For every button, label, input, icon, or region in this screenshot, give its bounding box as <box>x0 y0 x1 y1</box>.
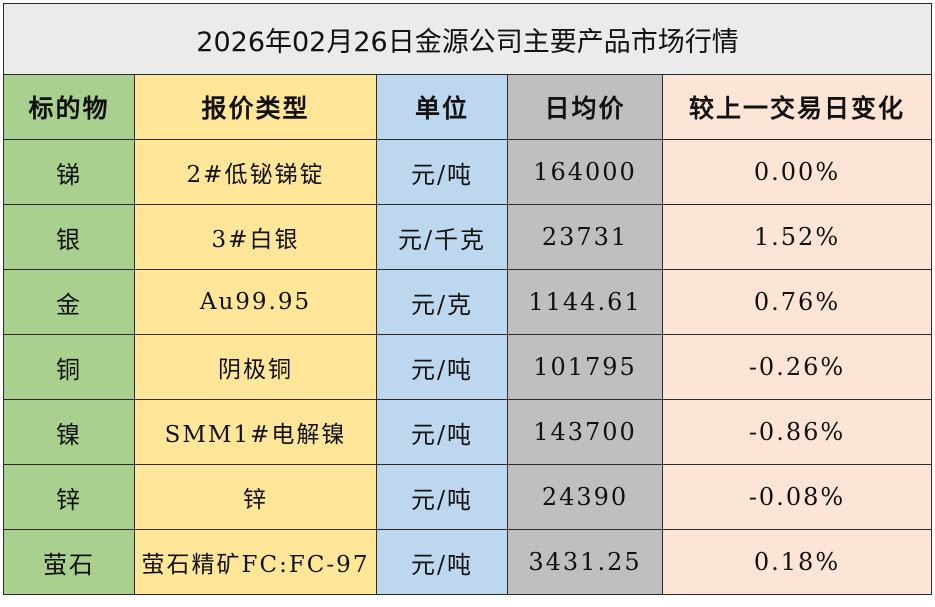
table-row: 锑 2#低铋锑锭 元/吨 164000 0.00% <box>3 139 932 205</box>
table-title: 2026年02月26日金源公司主要产品市场行情 <box>3 3 932 75</box>
cell-price: 164000 <box>507 139 663 205</box>
cell-type: 锌 <box>134 464 377 530</box>
cell-type: 萤石精矿FC:FC-97 <box>134 529 377 595</box>
cell-change: 1.52% <box>662 204 932 270</box>
market-quote-table: 2026年02月26日金源公司主要产品市场行情 标的物 报价类型 单位 日均价 … <box>3 3 932 595</box>
cell-price: 3431.25 <box>507 529 663 595</box>
cell-change: 0.76% <box>662 269 932 335</box>
cell-item: 金 <box>3 269 135 335</box>
cell-change: -0.08% <box>662 464 932 530</box>
cell-unit: 元/克 <box>376 269 508 335</box>
cell-unit: 元/吨 <box>376 464 508 530</box>
cell-unit: 元/吨 <box>376 334 508 400</box>
cell-item: 萤石 <box>3 529 135 595</box>
cell-type: 阴极铜 <box>134 334 377 400</box>
table-row: 镍 SMM1#电解镍 元/吨 143700 -0.86% <box>3 399 932 465</box>
table-row: 铜 阴极铜 元/吨 101795 -0.26% <box>3 334 932 400</box>
header-type: 报价类型 <box>134 74 377 140</box>
cell-item: 锌 <box>3 464 135 530</box>
cell-price: 143700 <box>507 399 663 465</box>
cell-type: 3#白银 <box>134 204 377 270</box>
header-row: 标的物 报价类型 单位 日均价 较上一交易日变化 <box>3 74 932 140</box>
header-price: 日均价 <box>507 74 663 140</box>
cell-price: 101795 <box>507 334 663 400</box>
cell-unit: 元/吨 <box>376 399 508 465</box>
cell-item: 锑 <box>3 139 135 205</box>
header-change: 较上一交易日变化 <box>662 74 932 140</box>
cell-price: 24390 <box>507 464 663 530</box>
cell-type: 2#低铋锑锭 <box>134 139 377 205</box>
cell-change: -0.86% <box>662 399 932 465</box>
table-row: 金 Au99.95 元/克 1144.61 0.76% <box>3 269 932 335</box>
header-unit: 单位 <box>376 74 508 140</box>
cell-price: 1144.61 <box>507 269 663 335</box>
cell-change: 0.00% <box>662 139 932 205</box>
cell-type: SMM1#电解镍 <box>134 399 377 465</box>
cell-price: 23731 <box>507 204 663 270</box>
header-item: 标的物 <box>3 74 135 140</box>
table-row: 萤石 萤石精矿FC:FC-97 元/吨 3431.25 0.18% <box>3 529 932 595</box>
cell-item: 铜 <box>3 334 135 400</box>
table-row: 银 3#白银 元/千克 23731 1.52% <box>3 204 932 270</box>
market-table-frame: 2026年02月26日金源公司主要产品市场行情 标的物 报价类型 单位 日均价 … <box>3 3 932 603</box>
title-row: 2026年02月26日金源公司主要产品市场行情 <box>3 3 932 75</box>
cell-type: Au99.95 <box>134 269 377 335</box>
cell-unit: 元/千克 <box>376 204 508 270</box>
table-row: 锌 锌 元/吨 24390 -0.08% <box>3 464 932 530</box>
cell-change: 0.18% <box>662 529 932 595</box>
cell-item: 银 <box>3 204 135 270</box>
cell-change: -0.26% <box>662 334 932 400</box>
cell-unit: 元/吨 <box>376 529 508 595</box>
cell-item: 镍 <box>3 399 135 465</box>
cell-unit: 元/吨 <box>376 139 508 205</box>
